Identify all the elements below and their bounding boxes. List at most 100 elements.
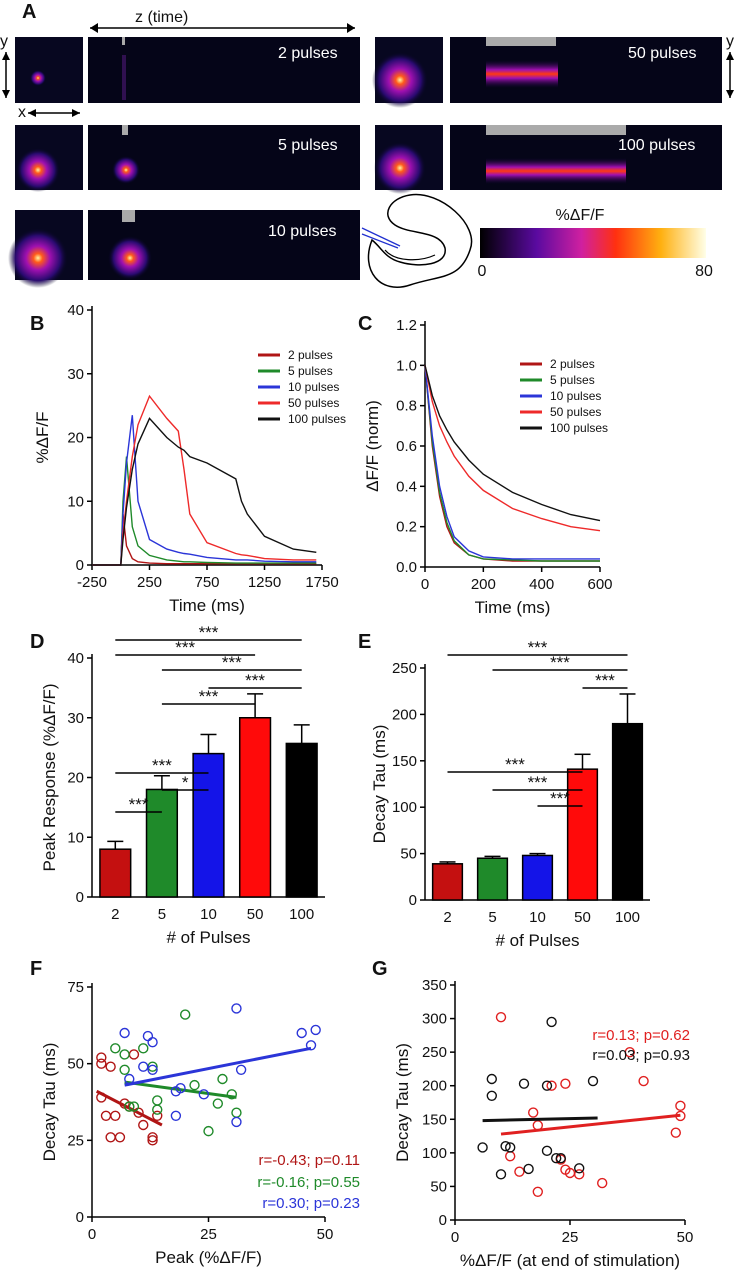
- y-tick-label: 0.8: [396, 398, 417, 415]
- point: [119, 1064, 130, 1076]
- point: [152, 1110, 163, 1122]
- image-label: 100 pulses: [618, 137, 695, 154]
- point: [170, 1110, 182, 1122]
- point: [175, 1082, 186, 1094]
- point: [105, 1132, 116, 1143]
- stat-label: r=-0.16; p=0.55: [257, 1174, 360, 1191]
- panel-letter: D: [30, 631, 44, 653]
- point: [231, 1116, 242, 1128]
- significance-label: ***: [222, 653, 242, 672]
- electrode: [361, 227, 401, 247]
- y-tick-label: 0.6: [396, 438, 417, 455]
- colorbar-min: 0: [478, 263, 487, 280]
- fit-line: [482, 1116, 598, 1123]
- significance-label: ***: [528, 773, 548, 792]
- legend-label: 10 pulses: [288, 380, 339, 394]
- stat-label: r=-0.43; p=0.11: [259, 1152, 360, 1169]
- x-axis-label: Time (ms): [169, 596, 245, 615]
- point: [147, 1132, 158, 1143]
- panel-letter: A: [22, 1, 36, 23]
- y-tick-label: 40: [67, 650, 84, 667]
- point: [128, 1101, 140, 1112]
- panel-a: A z (time) y x y 2 pulses 5 pulses 10 pu…: [0, 1, 734, 288]
- panel-letter: G: [372, 958, 388, 980]
- y-tick-label: 1.0: [396, 357, 417, 374]
- point: [560, 1164, 571, 1175]
- bar: [145, 788, 179, 898]
- panel-letter: E: [358, 631, 371, 653]
- point: [541, 1080, 553, 1091]
- point: [152, 1104, 163, 1115]
- point: [96, 1052, 107, 1063]
- image-blob: [8, 228, 68, 288]
- significance-label: ***: [550, 789, 570, 808]
- y-tick-label: 250: [422, 1044, 447, 1061]
- stat-label: r=0.03; p=0.93: [592, 1047, 690, 1064]
- point: [105, 1061, 116, 1072]
- x-tick-label: 250: [137, 574, 162, 591]
- y-tick-label: 200: [392, 706, 417, 723]
- x-tick-label: 5: [158, 906, 166, 923]
- y-tick-label: 30: [67, 366, 84, 383]
- y-tick-label: 0: [76, 889, 84, 906]
- x-tick-label: -250: [77, 574, 107, 591]
- x-axis-label: Time (ms): [475, 598, 551, 617]
- point: [203, 1125, 214, 1137]
- x-tick-label: 750: [194, 574, 219, 591]
- y-tick-label: 0.4: [396, 478, 417, 495]
- point: [310, 1024, 321, 1036]
- point: [114, 1132, 126, 1143]
- x-tick-label: 10: [200, 906, 217, 923]
- x-axis-label: Peak (%ΔF/F): [155, 1248, 262, 1267]
- y-tick-label: 200: [422, 1078, 447, 1095]
- significance-label: ***: [175, 638, 195, 657]
- y-tick-label: 0.2: [396, 519, 417, 536]
- x-tick-label: 400: [529, 576, 554, 593]
- point: [138, 1061, 149, 1072]
- y-tick-label: 150: [392, 753, 417, 770]
- point: [128, 1049, 140, 1060]
- legend-label: 100 pulses: [288, 412, 346, 426]
- significance-label: ***: [129, 795, 149, 814]
- x-tick-label: 0: [88, 1226, 96, 1243]
- x-tick-label: 100: [615, 909, 640, 926]
- significance-label: ***: [528, 638, 548, 657]
- image-label: 50 pulses: [628, 45, 697, 62]
- x-label: x: [18, 104, 26, 121]
- point: [212, 1098, 224, 1109]
- y-axis-label: %ΔF/F: [33, 412, 52, 464]
- y-axis-label: ΔF/F (norm): [363, 400, 382, 492]
- legend-label: 50 pulses: [288, 396, 339, 410]
- point: [505, 1142, 516, 1153]
- x-tick-label: 5: [488, 909, 496, 926]
- point: [226, 1089, 238, 1100]
- x-axis-label: # of Pulses: [495, 931, 579, 950]
- point: [477, 1142, 488, 1153]
- stat-label: r=0.13; p=0.62: [592, 1027, 690, 1044]
- y-tick-label: 10: [67, 493, 84, 510]
- point: [587, 1075, 599, 1087]
- significance-label: ***: [199, 687, 219, 706]
- significance-label: ***: [550, 653, 570, 672]
- x-tick-label: 200: [471, 576, 496, 593]
- point: [217, 1073, 228, 1085]
- significance-label: ***: [152, 756, 172, 775]
- significance-label: ***: [245, 671, 265, 690]
- point: [495, 1012, 507, 1023]
- y-tick-label: 0: [76, 1209, 84, 1226]
- series-line: [92, 394, 317, 566]
- image-label: 5 pulses: [278, 137, 338, 154]
- point: [96, 1058, 107, 1069]
- x-tick-label: 1250: [248, 574, 281, 591]
- y-tick-label: 50: [67, 1056, 84, 1073]
- stim-bar: [486, 37, 556, 46]
- point: [574, 1163, 585, 1174]
- colorbar: [480, 228, 706, 258]
- series-line: [424, 365, 600, 560]
- y-axis-label: Decay Tau (ms): [393, 1043, 412, 1162]
- point: [624, 1046, 635, 1058]
- point: [142, 1030, 154, 1042]
- point: [505, 1151, 516, 1162]
- point: [675, 1100, 686, 1112]
